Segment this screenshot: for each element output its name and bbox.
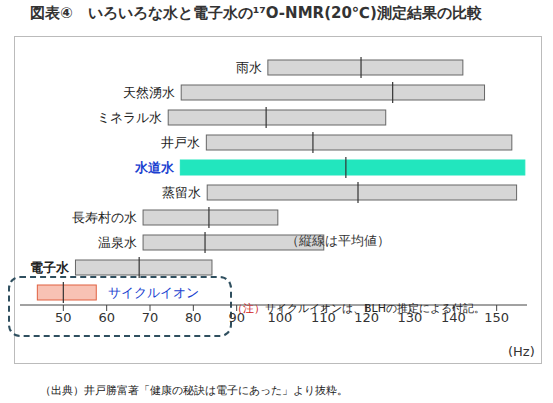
svg-text:50: 50 <box>55 310 72 325</box>
svg-text:ミネラル水: ミネラル水 <box>97 110 162 125</box>
svg-text:60: 60 <box>98 310 115 325</box>
svg-text:80: 80 <box>185 310 202 325</box>
svg-text:雨水: 雨水 <box>236 60 262 75</box>
svg-text:天然湧水: 天然湧水 <box>123 85 175 100</box>
svg-text:150: 150 <box>484 310 509 325</box>
svg-text:電子水: 電子水 <box>30 260 70 275</box>
svg-text:水道水: 水道水 <box>134 160 175 175</box>
svg-text:井戸水: 井戸水 <box>161 135 200 150</box>
svg-text:蒸留水: 蒸留水 <box>162 185 201 200</box>
svg-text:長寿村の水: 長寿村の水 <box>72 210 137 225</box>
svg-text:サイクルイオン: サイクルイオン <box>108 285 199 300</box>
svg-text:温泉水: 温泉水 <box>98 235 137 250</box>
svg-text:70: 70 <box>142 310 159 325</box>
